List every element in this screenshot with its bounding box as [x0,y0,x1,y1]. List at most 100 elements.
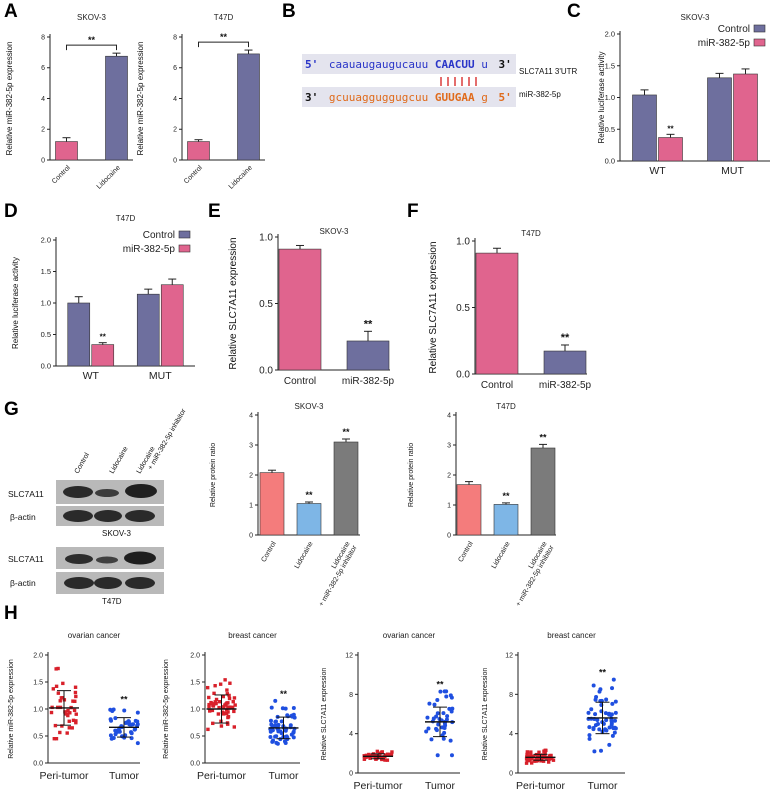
chart-h4-point [543,751,547,755]
chart-h3-point [385,758,390,762]
chart-h2-y-tick-label: 0.5 [190,733,200,740]
chart-h1-point [58,699,62,703]
chart-h1-point [66,712,70,716]
chart-c-chart-title: SKOV-3 [681,13,710,22]
chart-h4-point [607,742,612,747]
blot-row-label-slc7a11-skov3: SLC7A11 [8,489,44,499]
chart-h2-point [227,696,232,701]
chart-a2-y-tick-label: 2 [173,127,177,134]
chart-h1-point [73,690,78,695]
chart-a1-y-axis-title: Relative miR-382-5p expression [5,42,14,156]
chart-g2: 0 1 2 3 4 Relative protein ratio T47D Control Li… [408,402,556,608]
chart-h3-point [362,757,367,761]
chart-h1-point [120,734,125,739]
chart-h3-point [367,752,371,757]
chart-f-x-tick-label: Control [481,380,513,391]
chart-f-y-tick-label: 0.0 [456,370,470,381]
charts-layer: 0 2 4 6 8 Relative miR-382-5p expression SKOV-… [5,13,770,792]
chart-h4-point [528,754,532,759]
chart-h4-point [591,683,596,688]
chart-h2-significance-label: ** [280,689,288,699]
chart-h3-x-tick-label: Tumor [425,780,455,792]
chart-h2-point [278,729,283,734]
chart-h2-point [208,709,212,713]
blot-caption-skov3: SKOV-3 [102,529,131,538]
chart-f: 0.0 0.5 1.0 Relative SLC7A11 expression T47D… [428,229,592,391]
chart-h4-point [546,760,551,764]
chart-f-significance-label: ** [561,332,570,344]
chart-d-bar [136,293,160,367]
chart-a2-y-axis-title: Relative miR-382-5p expression [136,42,145,156]
chart-h2-point [284,734,289,739]
chart-c-legend-label: miR-382-5p [698,38,751,49]
chart-g1-bar [259,472,285,536]
chart-h4: 0 4 8 12 Relative SLC7A11 expression breast c… [482,631,625,792]
chart-h1-point [61,696,65,700]
blot-row-label-slc7a11-t47d: SLC7A11 [8,554,44,564]
chart-h3-point [432,702,437,707]
chart-h3-point [435,711,440,716]
chart-h1-point [61,681,65,686]
mirna-seed-upstream: gcuuagguggugcuu [329,91,428,104]
chart-h1-x-tick-label: Tumor [109,770,139,782]
chart-h3-point [435,697,440,702]
chart-g1-y-tick-label: 4 [249,412,253,419]
chart-d-y-tick-label: 1.0 [41,299,51,308]
utr-seed-tail: u [481,58,488,71]
chart-h1-point [129,731,134,736]
chart-g1-bar [296,503,322,536]
chart-h2-y-tick-label: 2.0 [190,652,200,659]
chart-h4-point [611,677,616,682]
chart-h1-point [52,737,57,741]
mirna-label: miR-382-5p [519,90,561,99]
chart-h2-point [291,730,296,735]
chart-h4-point [545,756,549,760]
mirna-seed-tail: g [481,91,488,104]
chart-d-legend-swatch [178,244,191,253]
band-slc7a11-t47d-lidocaine [96,556,118,564]
chart-h2-point [226,705,230,709]
chart-h1-point [135,719,140,724]
chart-h1-point [65,731,69,735]
sequence-alignment: 5' caauaugaugucauu CAACUU u 3' SLC7A11 3… [302,54,578,107]
chart-a2-y-tick-label: 0 [173,157,177,164]
chart-h3-point [427,701,432,706]
chart-h3-point [429,737,434,742]
chart-h4-point [609,721,614,726]
chart-h2-point [285,713,290,718]
panel-letter-h: H [4,603,18,624]
chart-h3-point [448,738,453,743]
chart-c-y-tick-label: 0.5 [605,125,615,134]
chart-h3-point [441,711,446,716]
chart-h4-point [603,711,608,716]
chart-h1-point [72,708,77,713]
chart-h1-point [109,718,114,723]
chart-h4-point [532,759,536,763]
chart-h1-point [73,699,77,704]
chart-h2-point [216,712,221,716]
chart-h1-point [54,684,59,689]
chart-a2-y-tick-label: 6 [173,65,177,72]
chart-h3-x-tick-label: Peri-tumor [353,780,403,792]
chart-c-bar [632,94,657,162]
blot-caption-t47d: T47D [102,597,122,606]
chart-h4-point [604,718,609,723]
chart-e: 0.0 0.5 1.0 Relative SLC7A11 expression SKOV… [228,227,395,387]
chart-h1-point [113,732,118,737]
chart-h1-point [113,728,118,733]
chart-e-y-tick-label: 0.5 [259,299,273,310]
chart-h4-point [586,710,591,715]
chart-c-bar [658,137,683,162]
chart-h1-point [116,728,121,733]
chart-g1-significance-label: ** [342,427,350,437]
chart-h2-point [273,719,278,724]
chart-h2-y-tick-label: 1.5 [190,679,200,686]
band-actin-skov3-lidocaine [94,510,122,522]
chart-g1-y-tick-label: 1 [249,502,253,509]
chart-h2-point [213,700,217,704]
chart-h1-point [68,711,72,715]
chart-a1-y-tick-label: 4 [41,96,45,103]
chart-h4-point [531,754,536,759]
chart-h2-point [209,700,213,705]
chart-h2-point [228,705,232,709]
